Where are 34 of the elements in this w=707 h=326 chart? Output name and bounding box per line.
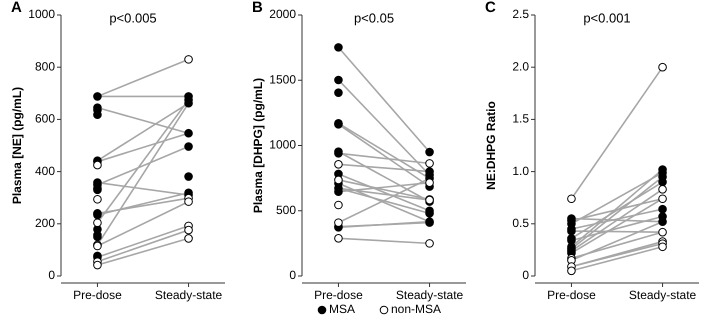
x-tick-label: Pre-dose (547, 288, 596, 302)
y-tick-label: 0.5 (512, 216, 530, 230)
x-tick-label: Steady-state (396, 288, 464, 302)
y-tick-label: 400 (34, 164, 56, 178)
y-tick-label: 2000 (269, 7, 296, 22)
y-tick-label: 600 (34, 112, 56, 126)
y-tick-label: 1.5 (512, 112, 530, 126)
chart-subtitle: p<0.001 (583, 10, 631, 26)
y-axis-title: Plasma [DHPG] (pg/mL) (251, 78, 265, 214)
y-tick-label: 200 (34, 216, 56, 230)
chart-subtitle: p<0.005 (109, 10, 157, 26)
chart-title: C (485, 0, 496, 16)
legend-label: MSA (329, 302, 356, 316)
y-tick-label: 2.5 (512, 7, 530, 22)
x-tick-label: Pre-dose (314, 288, 364, 302)
y-tick-label: 1000 (28, 7, 56, 22)
y-tick-label: 1.0 (512, 164, 530, 178)
x-tick-label: Pre-dose (73, 288, 122, 302)
y-tick-label: 1000 (269, 138, 296, 152)
chart-title: A (11, 0, 22, 16)
y-tick-label: 0 (48, 268, 56, 282)
y-tick-label: 1500 (269, 72, 296, 86)
y-tick-label: 500 (276, 202, 296, 217)
chart-title: B (252, 0, 263, 16)
y-tick-label: 800 (34, 59, 56, 74)
y-tick-label: 0 (522, 268, 530, 282)
y-axis-title: NE:DHPG Ratio (484, 101, 498, 190)
y-tick-label: 0 (289, 268, 296, 282)
legend-label: non-MSA (391, 302, 442, 316)
y-tick-label: 2.0 (512, 59, 530, 74)
x-tick-label: Steady-state (628, 288, 697, 302)
x-tick-label: Steady-state (154, 288, 223, 302)
chart-subtitle: p<0.05 (354, 10, 394, 26)
y-axis-title: Plasma [NE] (pg/mL) (10, 86, 24, 204)
